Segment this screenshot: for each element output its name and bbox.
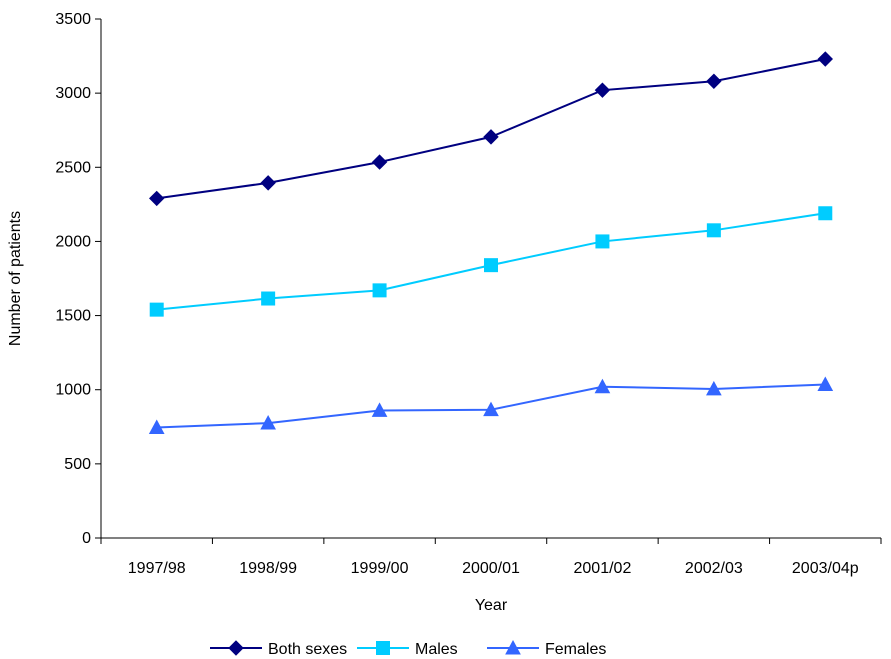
legend-item-males: Males [357,641,458,658]
legend-swatch-marker [505,639,521,655]
legend-swatch-marker [228,640,244,656]
series-both-sexes [149,51,833,207]
data-point-males [706,223,721,238]
y-tick-label: 500 [64,456,91,473]
data-point-both-sexes [260,175,276,191]
y-tick-label: 2000 [55,233,91,250]
data-point-males [149,302,164,317]
y-axis-title: Number of patients [7,211,24,346]
series-males [149,206,833,317]
series-layer [148,51,834,434]
data-point-males [372,283,387,298]
data-point-both-sexes [594,82,611,98]
data-point-both-sexes [483,129,499,145]
x-tick-label: 2001/02 [574,560,632,577]
x-axis-ticks: 1997/98 1998/99 1999/00 2000/01 2001/02 2002/… [100,538,882,577]
data-point-females [594,378,611,394]
data-point-both-sexes [371,154,388,170]
data-point-males [484,258,498,273]
data-point-females [706,380,722,396]
legend-item-both-sexes: Both sexes [210,640,347,658]
legend: Both sexes Males Females [210,639,606,658]
data-point-both-sexes [817,51,833,67]
data-point-males [818,206,833,221]
legend-label: Females [545,641,606,658]
legend-item-females: Females [487,639,606,658]
x-tick-label: 1999/00 [351,560,409,577]
data-point-females [817,376,834,391]
data-point-females [148,419,165,434]
data-point-both-sexes [706,73,722,89]
data-point-males [261,291,276,306]
x-tick-label: 1998/99 [239,560,297,577]
x-axis-title: Year [475,597,508,614]
plot-area: 0 500 1000 1500 2000 2500 3000 3500 1997/98 1998… [55,11,882,577]
y-tick-label: 2500 [55,159,91,176]
data-point-both-sexes [149,190,165,207]
y-tick-label: 1000 [55,382,91,399]
y-tick-label: 3500 [55,11,91,28]
data-point-females [483,401,499,417]
legend-swatch-marker [376,641,390,655]
x-tick-label: 2003/04p [792,560,859,577]
y-tick-label: 1500 [55,308,91,325]
series-line-both-sexes [156,58,826,200]
x-tick-label: 1997/98 [128,560,186,577]
series-females [148,376,834,434]
x-tick-label: 2000/01 [462,560,520,577]
legend-label: Both sexes [268,641,347,658]
y-tick-label: 0 [82,530,91,547]
data-point-males [595,234,610,249]
y-tick-label: 3000 [55,85,91,102]
x-tick-label: 2002/03 [685,560,743,577]
data-point-females [371,402,388,417]
y-axis-ticks: 0 500 1000 1500 2000 2500 3000 3500 [55,11,101,547]
data-point-females [260,415,276,430]
legend-label: Males [415,641,458,658]
